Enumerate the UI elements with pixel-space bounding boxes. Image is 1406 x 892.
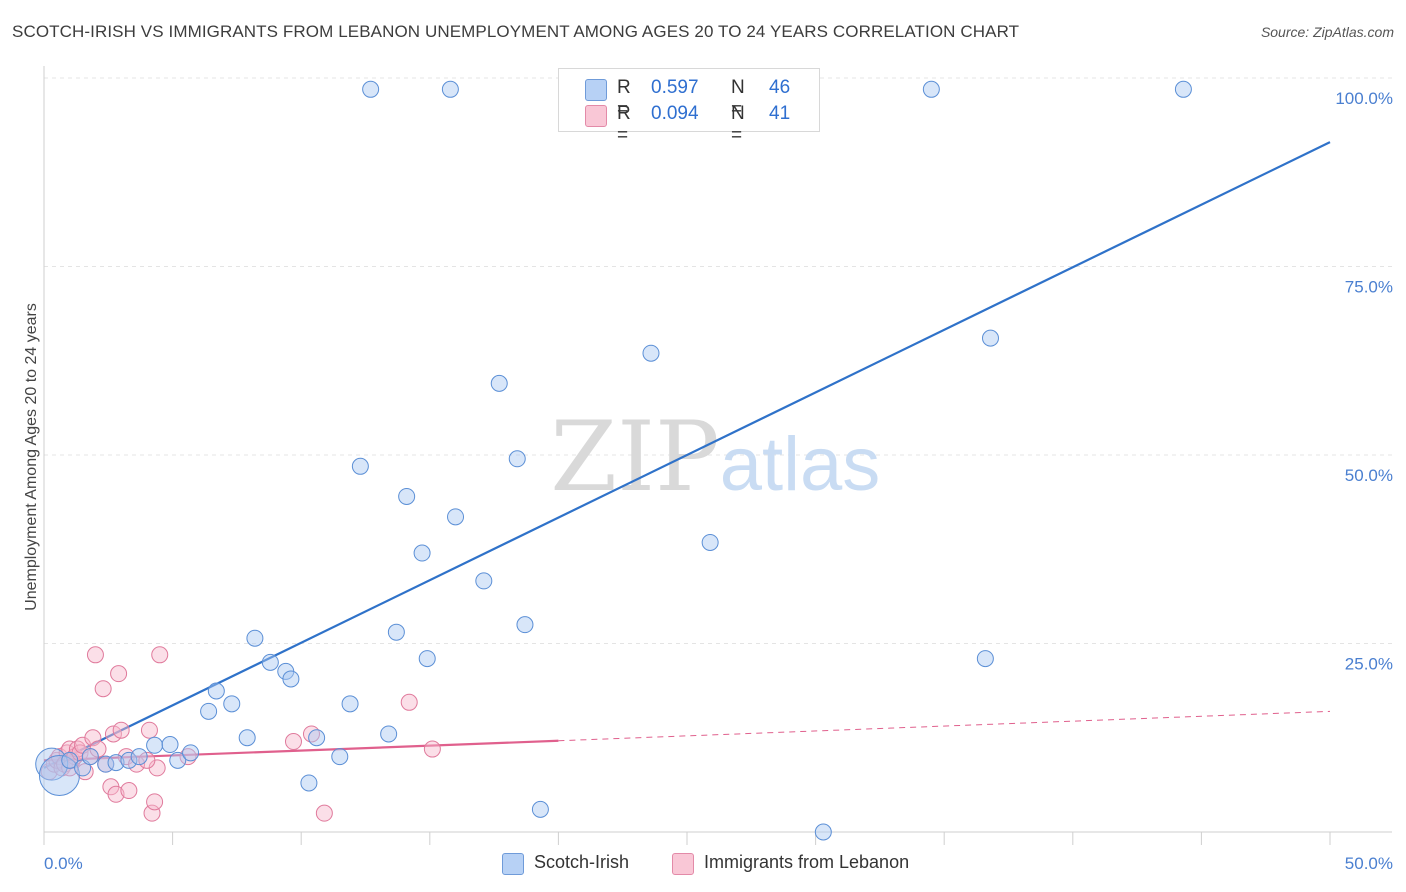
data-point-scotch-irish: [441, 80, 459, 98]
data-point-lebanon: [110, 665, 128, 683]
data-point-scotch-irish: [200, 702, 218, 720]
data-point-scotch-irish: [976, 650, 994, 668]
data-point-scotch-irish: [182, 744, 200, 762]
points-scotch-irish: [35, 80, 1192, 841]
data-point-scotch-irish: [223, 695, 241, 713]
data-point-scotch-irish: [701, 533, 719, 551]
data-point-scotch-irish: [387, 623, 405, 641]
data-point-scotch-irish: [61, 751, 79, 769]
data-point-scotch-irish: [282, 670, 300, 688]
data-point-scotch-irish: [341, 695, 359, 713]
x-tick-label-max: 50.0%: [1345, 854, 1393, 873]
data-point-scotch-irish: [308, 729, 326, 747]
data-point-lebanon: [146, 793, 164, 811]
y-tick-label: 100.0%: [1335, 89, 1393, 108]
data-point-lebanon: [94, 680, 112, 698]
legend-r-label: R =: [617, 103, 631, 146]
trend-line-lebanon-extension: [558, 710, 1331, 742]
source-label: Source: ZipAtlas.com: [1260, 24, 1394, 40]
data-point-lebanon: [86, 646, 104, 664]
data-point-lebanon: [104, 725, 122, 743]
data-point-lebanon: [143, 804, 161, 822]
data-point-scotch-irish: [508, 450, 526, 468]
correlation-legend: R = 0.597 N = 46 R = 0.094 N = 41: [558, 68, 820, 146]
data-point-scotch-irish: [261, 653, 279, 671]
trend-lines: [43, 141, 1331, 769]
data-point-lebanon: [140, 721, 158, 739]
y-tick-label: 75.0%: [1345, 278, 1393, 297]
data-point-scotch-irish: [300, 774, 318, 792]
scotch-irish-swatch: [502, 853, 524, 875]
data-point-scotch-irish: [107, 754, 125, 772]
legend-n-label: N =: [731, 77, 745, 120]
data-point-scotch-irish: [981, 329, 999, 347]
data-point-scotch-irish: [490, 374, 508, 392]
data-point-lebanon: [107, 785, 125, 803]
data-point-scotch-irish: [81, 748, 99, 766]
y-tick-label: 25.0%: [1345, 655, 1393, 674]
data-point-scotch-irish: [169, 751, 187, 769]
data-point-scotch-irish: [413, 544, 431, 562]
scotch-irish-label: Scotch-Irish: [534, 852, 630, 872]
data-point-scotch-irish: [130, 748, 148, 766]
data-point-lebanon: [84, 729, 102, 747]
data-point-lebanon: [120, 782, 138, 800]
data-point-scotch-irish: [246, 629, 264, 647]
data-point-lebanon: [151, 646, 169, 664]
data-point-scotch-irish: [418, 650, 436, 668]
data-point-scotch-irish: [35, 747, 69, 781]
data-point-scotch-irish: [922, 80, 940, 98]
x-tick-label-min: 0.0%: [44, 854, 83, 873]
data-point-scotch-irish: [531, 800, 549, 818]
lebanon-swatch: [672, 853, 694, 875]
data-point-scotch-irish: [362, 80, 380, 98]
data-point-scotch-irish: [120, 751, 138, 769]
trend-line-lebanon: [43, 739, 559, 762]
data-point-scotch-irish: [1174, 80, 1192, 98]
watermark-atlas: atlas: [720, 422, 881, 507]
lebanon-label: Immigrants from Lebanon: [704, 852, 910, 872]
data-point-lebanon: [112, 721, 130, 739]
data-point-scotch-irish: [516, 616, 534, 634]
data-point-scotch-irish: [146, 736, 164, 754]
y-tick-label: 50.0%: [1345, 466, 1393, 485]
grid-lines: [44, 77, 1392, 644]
legend-swatch-blue: [585, 79, 607, 101]
watermark-zip: ZIP: [550, 401, 719, 513]
legend-n-label: N =: [731, 103, 745, 146]
data-point-lebanon: [423, 740, 441, 758]
axes: [43, 66, 1392, 845]
data-point-scotch-irish: [351, 457, 369, 475]
data-point-lebanon: [138, 751, 156, 769]
axis-labels: 25.0% 50.0% 75.0% 100.0% 0.0% 50.0% Unemployme…: [23, 89, 1393, 873]
legend-r-label: R =: [617, 77, 631, 120]
data-point-scotch-irish: [380, 725, 398, 743]
data-point-scotch-irish: [207, 682, 225, 700]
trend-line-scotch-irish: [43, 141, 1331, 769]
y-axis-title: Unemployment Among Ages 20 to 24 years: [23, 303, 40, 611]
data-point-scotch-irish: [331, 748, 349, 766]
data-point-scotch-irish: [475, 572, 493, 590]
data-point-scotch-irish: [447, 508, 465, 526]
watermark: ZIP atlas: [550, 401, 880, 513]
legend-swatch-pink: [585, 105, 607, 127]
data-point-scotch-irish: [642, 344, 660, 362]
data-point-lebanon: [284, 733, 302, 751]
data-point-lebanon: [315, 804, 333, 822]
chart-title: SCOTCH-IRISH VS IMMIGRANTS FROM LEBANON …: [12, 22, 1020, 41]
legend-n-value: 41: [769, 103, 791, 124]
data-point-lebanon: [400, 693, 418, 711]
data-point-scotch-irish: [814, 823, 832, 841]
data-point-scotch-irish: [238, 729, 256, 747]
data-point-scotch-irish: [161, 736, 179, 754]
data-point-scotch-irish: [398, 487, 416, 505]
legend-r-value: 0.094: [651, 103, 699, 124]
legend-r-value: 0.597: [651, 77, 699, 98]
legend-n-value: 46: [769, 77, 791, 98]
